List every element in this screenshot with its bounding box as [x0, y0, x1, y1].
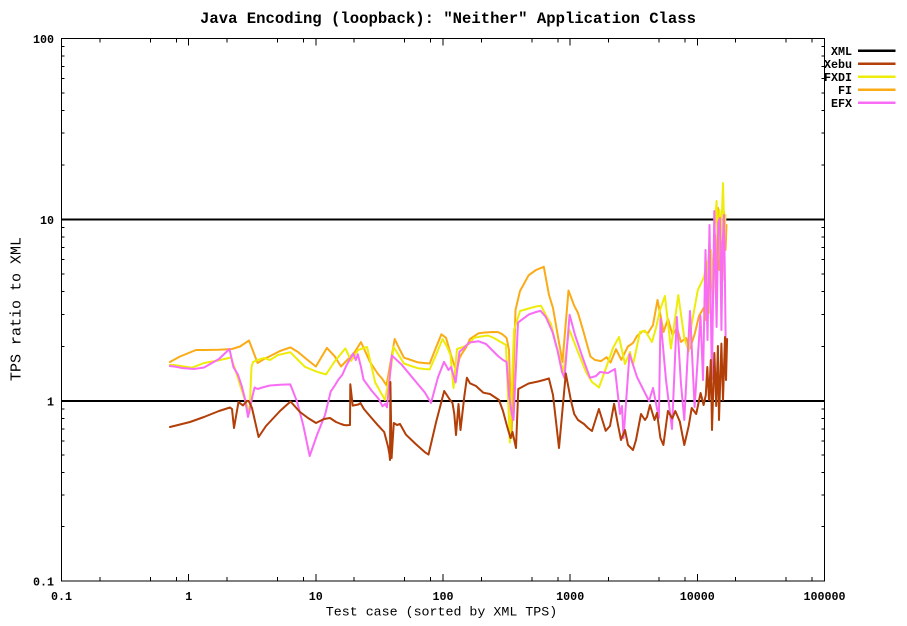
svg-text:Test case (sorted by XML TPS): Test case (sorted by XML TPS): [326, 605, 557, 620]
svg-text:100: 100: [432, 590, 453, 604]
svg-text:0.1: 0.1: [51, 590, 72, 604]
svg-text:FXDI: FXDI: [824, 71, 852, 85]
svg-text:FI: FI: [838, 84, 852, 98]
svg-text:100: 100: [33, 33, 54, 47]
svg-text:10000: 10000: [680, 590, 715, 604]
svg-text:1: 1: [185, 590, 192, 604]
svg-text:EFX: EFX: [831, 97, 853, 111]
svg-text:Xebu: Xebu: [824, 58, 852, 72]
svg-text:1000: 1000: [556, 590, 584, 604]
svg-text:1: 1: [47, 396, 54, 410]
svg-text:10: 10: [40, 214, 54, 228]
svg-text:TPS ratio to XML: TPS ratio to XML: [9, 237, 26, 381]
svg-text:100000: 100000: [803, 590, 845, 604]
svg-text:Java Encoding (loopback): "Nei: Java Encoding (loopback): "Neither" Appl…: [200, 10, 696, 28]
svg-text:0.1: 0.1: [33, 576, 54, 590]
svg-text:10: 10: [309, 590, 323, 604]
svg-text:XML: XML: [831, 45, 852, 59]
